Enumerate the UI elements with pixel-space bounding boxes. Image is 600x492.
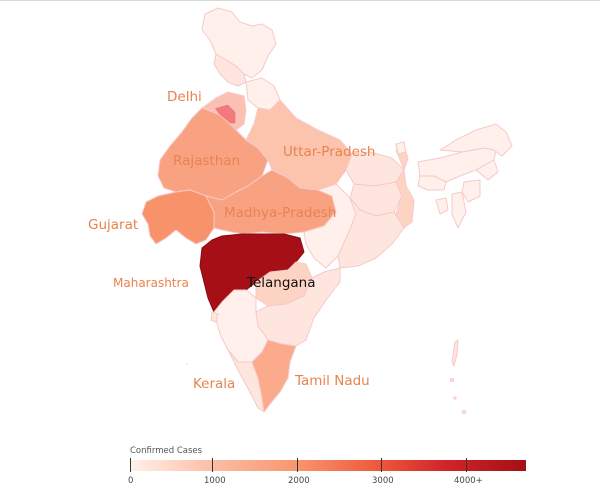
legend-tick [381, 458, 382, 472]
legend-tick-label: 2000 [288, 476, 310, 486]
label-kerala: Kerala [193, 376, 236, 392]
legend-title: Confirmed Cases [130, 446, 203, 456]
label-gujarat: Gujarat [88, 217, 139, 233]
color-legend: Confirmed Cases 0 1000 2000 3000 4000+ [128, 446, 526, 486]
state-goa[interactable] [210, 311, 219, 323]
label-maharashtra: Maharashtra [113, 276, 189, 290]
state-nicobar-islands [461, 409, 467, 415]
label-madhya-pradesh: Madhya-Pradesh [224, 205, 337, 221]
state-lakshadweep [186, 363, 188, 365]
legend-tick-label: 0 [128, 476, 134, 486]
legend-tick-label: 3000 [372, 476, 394, 486]
label-rajasthan: Rajasthan [173, 153, 241, 169]
state-west-bengal[interactable] [395, 145, 415, 229]
state-tamil-nadu[interactable] [251, 339, 297, 413]
legend-tick-label: 4000+ [454, 476, 483, 486]
state-mizoram[interactable] [451, 191, 467, 229]
top-border [0, 0, 600, 1]
label-delhi: Delhi [167, 89, 202, 105]
legend-color-bar: 0 1000 2000 3000 4000+ [128, 458, 526, 486]
state-sikkim[interactable] [395, 141, 407, 155]
label-uttar-pradesh: Uttar-Pradesh [283, 144, 376, 160]
legend-tick [212, 458, 213, 472]
label-telangana: Telangana [247, 275, 316, 291]
state-nagaland[interactable] [475, 159, 499, 181]
state-andhra-pradesh[interactable] [255, 267, 341, 347]
state-himachal-pradesh[interactable] [213, 53, 247, 87]
legend-tick [130, 458, 131, 472]
state-meghalaya[interactable] [417, 175, 447, 191]
state-nicobar-islands [453, 396, 457, 400]
state-arunachal-pradesh[interactable] [439, 123, 513, 157]
label-tamil-nadu: Tamil Nadu [295, 373, 370, 389]
state-jammu-kashmir[interactable] [201, 7, 277, 79]
state-tripura[interactable] [435, 197, 449, 215]
state-nicobar-islands [450, 378, 454, 382]
state-andaman-nicobar[interactable] [451, 339, 459, 367]
legend-tick [297, 458, 298, 472]
state-gujarat[interactable] [141, 189, 215, 245]
legend-tick-label: 1000 [204, 476, 226, 486]
legend-tick [466, 458, 467, 472]
state-odisha[interactable] [337, 197, 405, 269]
state-manipur[interactable] [461, 179, 481, 203]
